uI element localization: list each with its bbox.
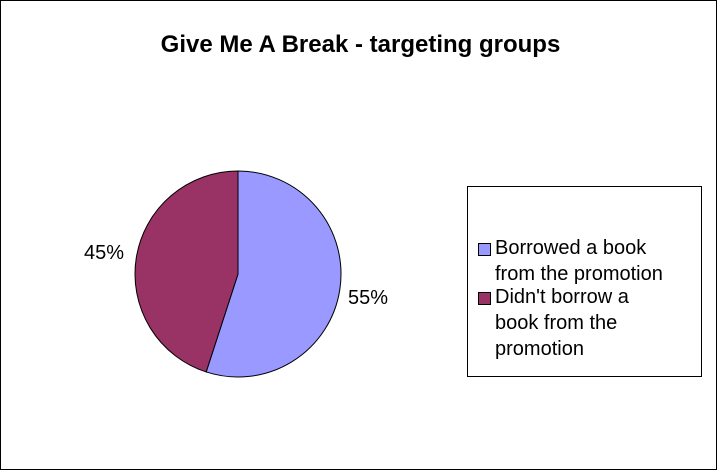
legend-item-not-borrowed: Didn't borrow a book from the promotion [478, 284, 700, 362]
legend-swatch-not-borrowed [478, 292, 491, 305]
data-label-borrowed: 55% [348, 287, 388, 309]
chart-title: Give Me A Break - targeting groups [160, 31, 561, 58]
pie-slice-borrowed [205, 170, 342, 378]
legend-item-borrowed: Borrowed a book from the promotion [478, 235, 700, 287]
legend-swatch-borrowed [478, 243, 491, 256]
legend: Borrowed a book from the promotion Didn't… [467, 186, 702, 377]
legend-label-not-borrowed: Didn't borrow a book from the promotion [495, 286, 629, 360]
data-label-not-borrowed: 45% [84, 242, 124, 264]
pie-slice-not-borrowed [134, 170, 239, 373]
legend-label-borrowed: Borrowed a book from the promotion [495, 237, 663, 285]
